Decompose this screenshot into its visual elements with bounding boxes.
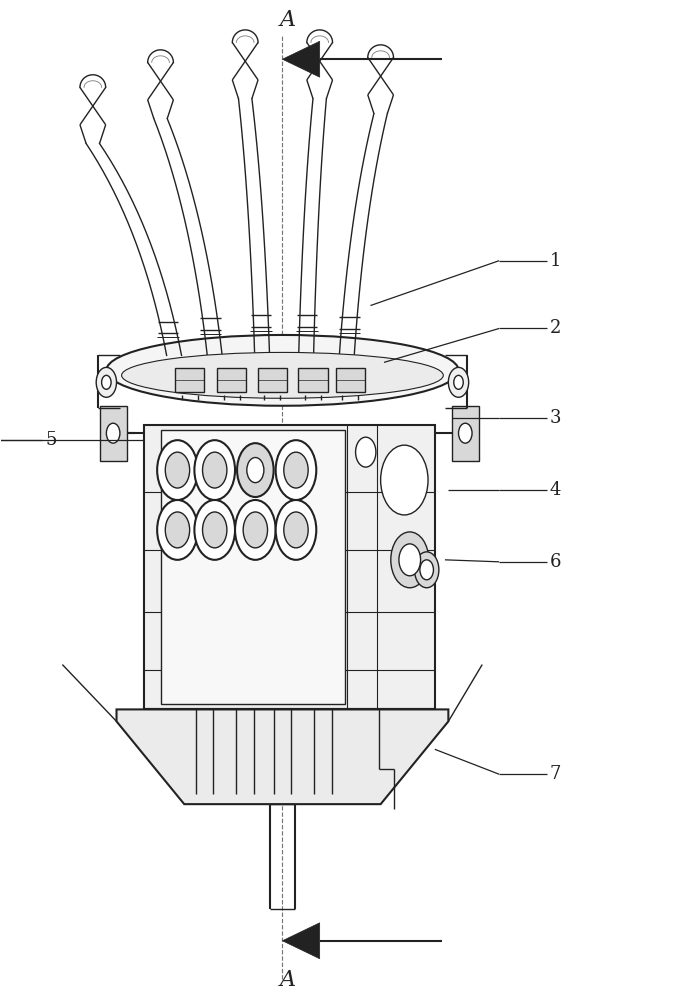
Circle shape: [101, 375, 111, 389]
Circle shape: [235, 500, 275, 560]
Text: 5: 5: [46, 431, 57, 449]
Polygon shape: [282, 923, 320, 959]
Bar: [175, 368, 204, 392]
Text: 3: 3: [550, 409, 562, 427]
Circle shape: [275, 500, 316, 560]
Circle shape: [284, 452, 308, 488]
Circle shape: [391, 532, 428, 588]
Bar: [258, 368, 287, 392]
Circle shape: [399, 544, 421, 576]
Circle shape: [415, 552, 439, 588]
Polygon shape: [116, 709, 448, 804]
Text: 2: 2: [550, 319, 561, 337]
Circle shape: [203, 452, 227, 488]
Text: A: A: [279, 969, 296, 991]
Circle shape: [284, 512, 308, 548]
Circle shape: [458, 423, 472, 443]
Circle shape: [237, 443, 273, 497]
Circle shape: [106, 423, 120, 443]
Circle shape: [194, 500, 235, 560]
Circle shape: [454, 375, 463, 389]
Circle shape: [194, 440, 235, 500]
Circle shape: [243, 512, 267, 548]
Circle shape: [157, 500, 198, 560]
Ellipse shape: [122, 352, 443, 398]
Text: A: A: [279, 9, 296, 31]
Text: 1: 1: [550, 252, 562, 270]
Text: 6: 6: [550, 553, 562, 571]
Circle shape: [448, 367, 469, 397]
Circle shape: [165, 512, 190, 548]
Circle shape: [275, 440, 316, 500]
Polygon shape: [282, 41, 320, 77]
Circle shape: [157, 440, 198, 500]
Bar: [99, 406, 126, 461]
Circle shape: [381, 445, 428, 515]
Bar: [335, 368, 364, 392]
Bar: [143, 425, 435, 709]
Bar: [217, 368, 246, 392]
Circle shape: [247, 458, 264, 483]
Circle shape: [203, 512, 227, 548]
Text: 4: 4: [550, 481, 561, 499]
Circle shape: [96, 367, 116, 397]
Circle shape: [420, 560, 433, 580]
Bar: [299, 368, 328, 392]
Bar: [452, 406, 479, 461]
Bar: [160, 430, 345, 704]
Circle shape: [165, 452, 190, 488]
Circle shape: [356, 437, 376, 467]
Ellipse shape: [106, 335, 458, 406]
Text: 7: 7: [550, 765, 561, 783]
